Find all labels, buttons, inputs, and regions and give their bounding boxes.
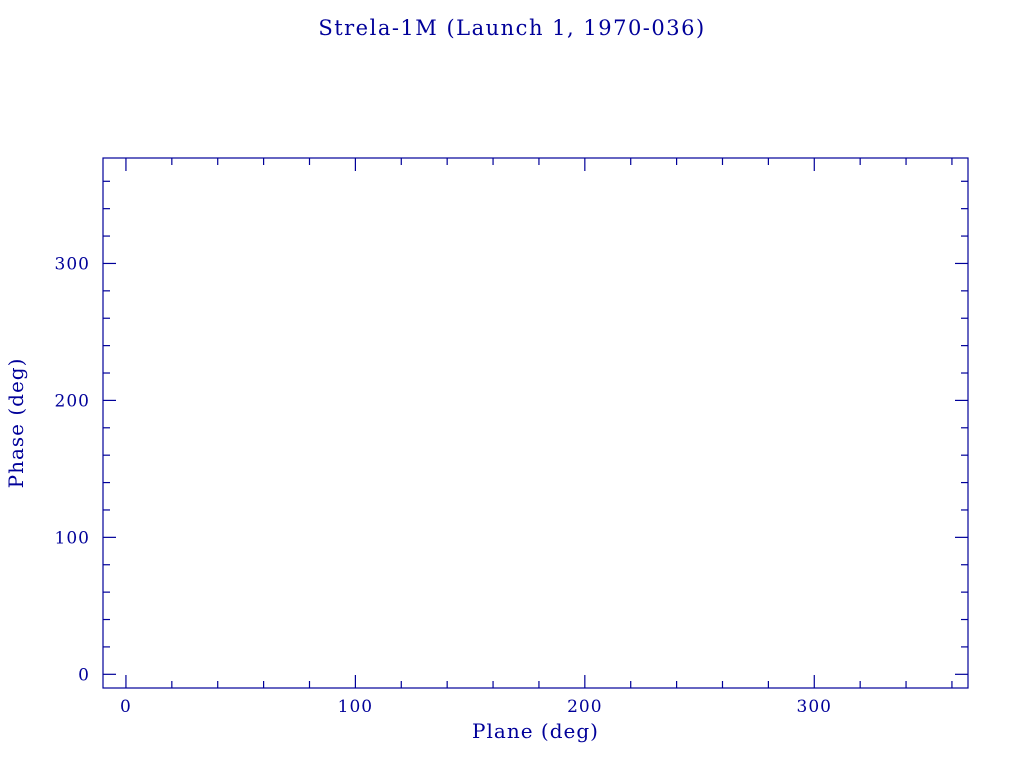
tick-label: 100 (338, 697, 373, 717)
tick-label: 200 (567, 697, 602, 717)
tick-label: 300 (55, 254, 90, 274)
tick-label: 300 (797, 697, 832, 717)
tick-label: 0 (120, 697, 132, 717)
tick-label: 100 (55, 528, 90, 548)
tick-label: 200 (55, 391, 90, 411)
chart-title: Strela-1M (Launch 1, 1970-036) (318, 16, 706, 40)
y-axis-label: Phase (deg) (4, 357, 28, 489)
x-axis-label: Plane (deg) (472, 719, 599, 743)
plot-frame (102, 157, 969, 689)
tick-label: 0 (78, 665, 90, 685)
